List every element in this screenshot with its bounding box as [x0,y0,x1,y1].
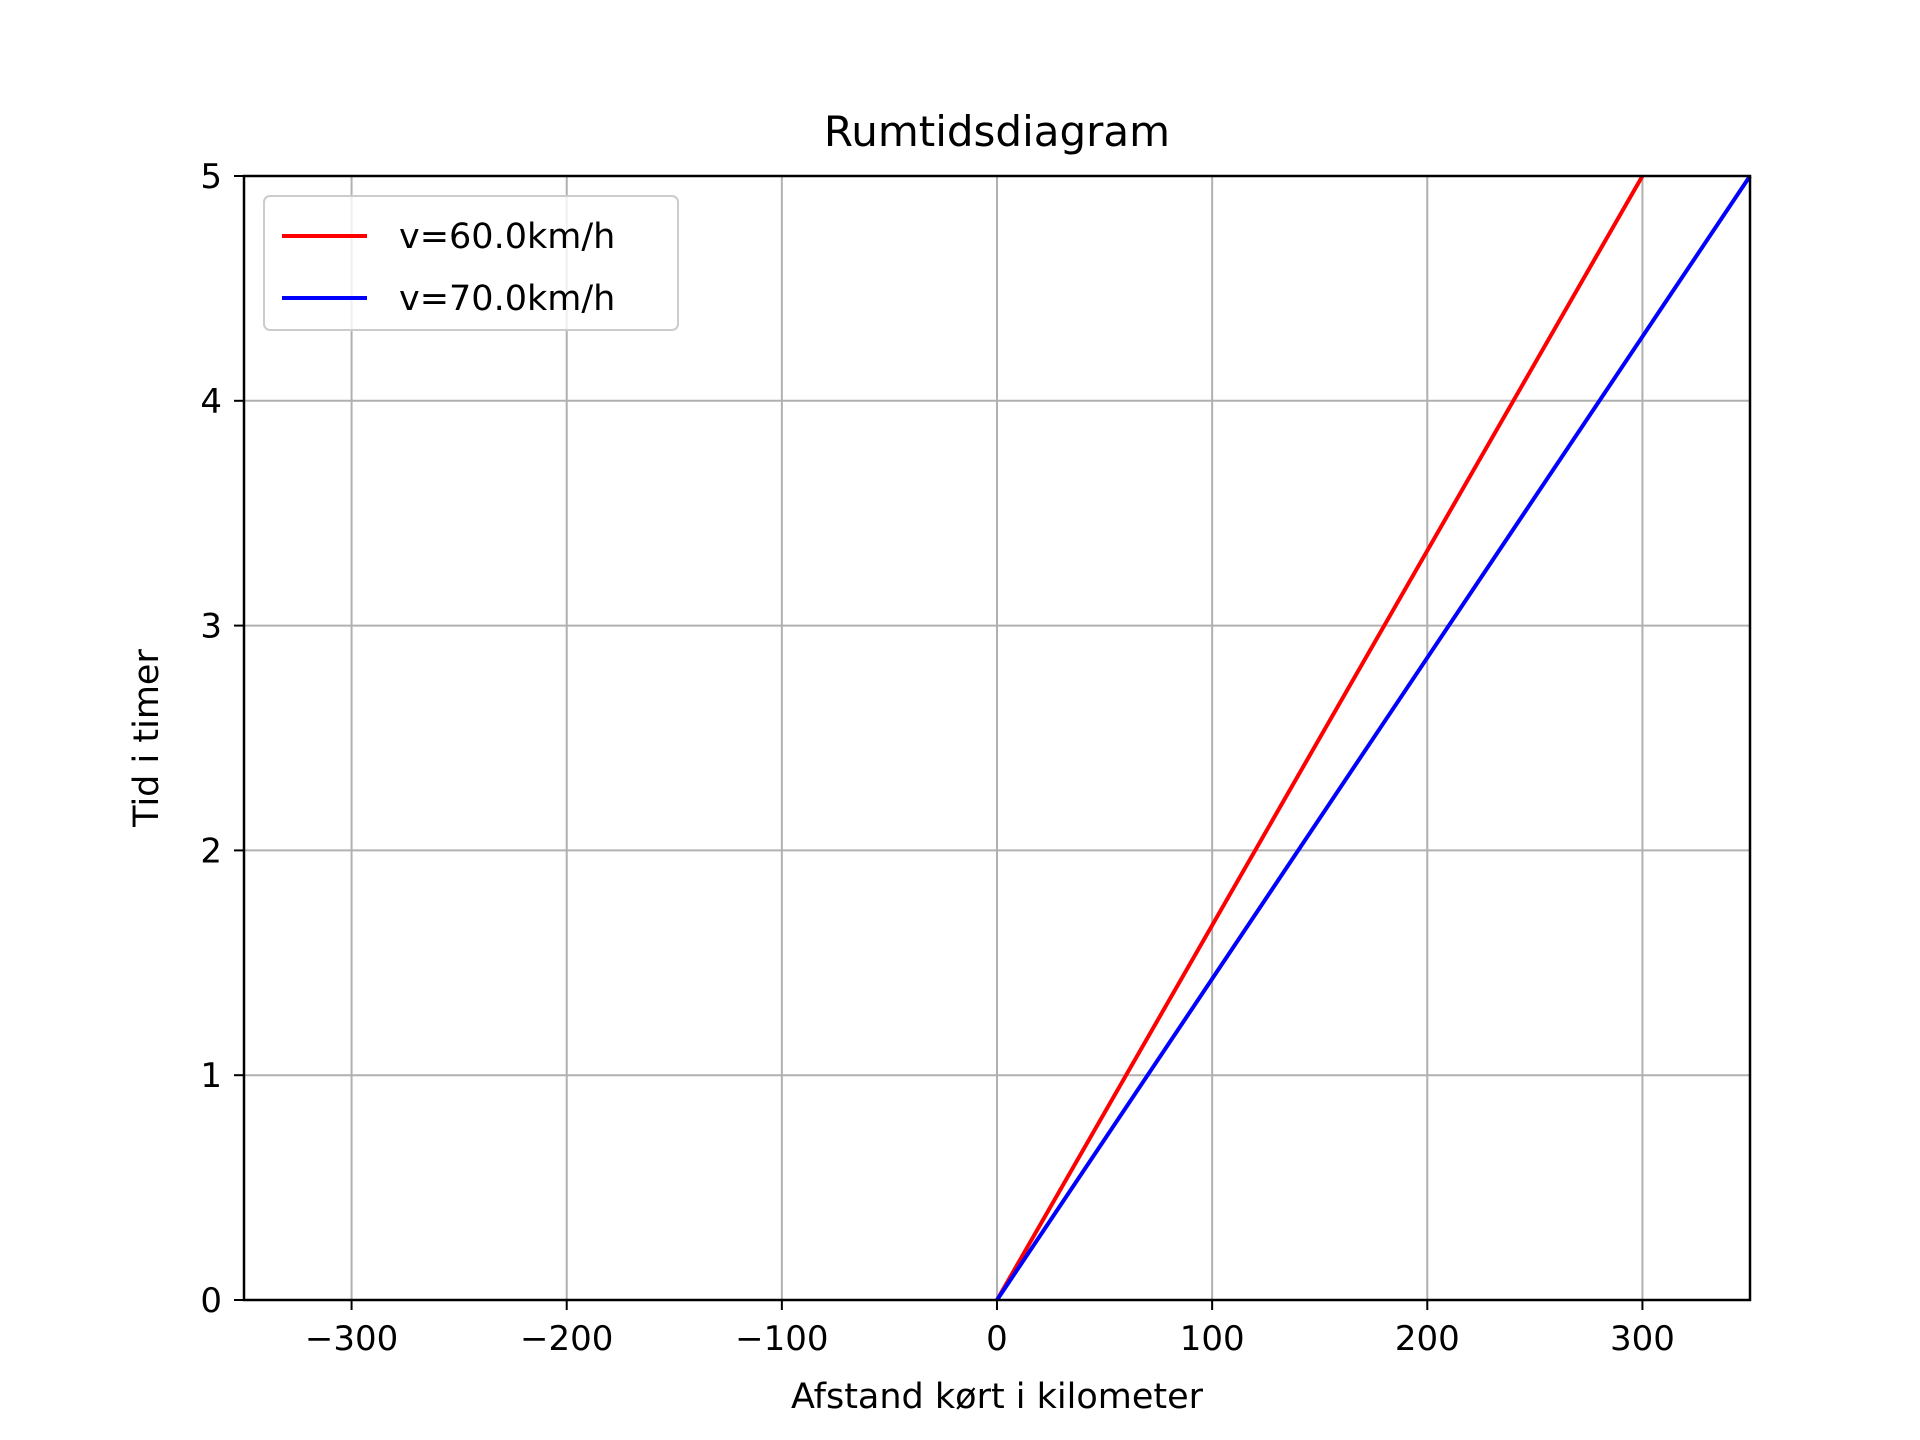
x-tick-label: 0 [986,1319,1008,1359]
y-tick-label: 3 [200,607,222,647]
x-tick-label: −100 [735,1319,828,1359]
series-line-1 [995,175,1645,1301]
x-tick-label: 100 [1180,1319,1245,1359]
legend-label-1: v=60.0km/h [399,217,615,257]
y-tick-label: 0 [200,1281,222,1321]
x-tick-label: 300 [1610,1319,1675,1359]
axis-ticks: −300 −200 −100 0 100 200 300 0 1 2 3 4 5 [200,157,1675,1359]
legend-label-2: v=70.0km/h [399,279,615,319]
y-tick-label: 2 [200,831,222,871]
x-tick-label: −200 [520,1319,613,1359]
series-lines [995,174,1752,1302]
chart-title: Rumtidsdiagram [824,107,1170,156]
y-tick-label: 4 [200,382,222,422]
y-axis-label: Tid i timer [127,649,167,828]
x-tick-label: −300 [305,1319,398,1359]
x-axis-label: Afstand kørt i kilometer [791,1377,1204,1417]
y-tick-label: 5 [200,157,222,197]
y-tick-label: 1 [200,1056,222,1096]
series-line-2 [995,174,1752,1302]
x-tick-label: 200 [1395,1319,1460,1359]
legend-box [263,195,679,331]
legend: v=60.0km/h v=70.0km/h [263,195,679,331]
